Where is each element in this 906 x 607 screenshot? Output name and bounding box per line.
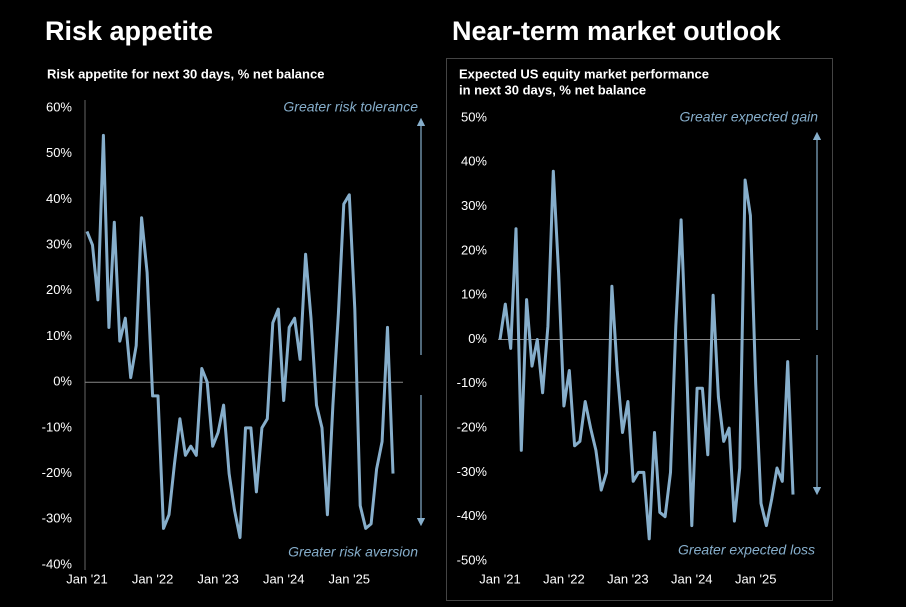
y-tick-label: 60% bbox=[46, 99, 72, 114]
y-tick-label: 50% bbox=[461, 109, 487, 124]
y-tick-label: -20% bbox=[42, 465, 73, 480]
y-tick-label: -20% bbox=[457, 420, 488, 435]
annotation: Greater expected gain bbox=[679, 109, 818, 125]
y-tick-label: -40% bbox=[42, 556, 73, 571]
y-tick-label: 0% bbox=[53, 374, 72, 389]
data-line bbox=[85, 133, 395, 540]
y-tick-label: -50% bbox=[457, 552, 488, 567]
x-tick-label: Jan '23 bbox=[607, 571, 649, 586]
y-tick-label: 30% bbox=[46, 237, 72, 252]
subtitle: Expected US equity market performance bbox=[459, 66, 709, 81]
x-tick-label: Jan '21 bbox=[479, 571, 521, 586]
x-tick-label: Jan '25 bbox=[329, 571, 371, 586]
x-tick-label: Jan '25 bbox=[735, 571, 777, 586]
y-tick-label: 40% bbox=[46, 191, 72, 206]
data-line bbox=[498, 169, 795, 541]
annotation: Greater risk aversion bbox=[288, 544, 418, 560]
y-tick-label: -30% bbox=[457, 464, 488, 479]
subtitle: in next 30 days, % net balance bbox=[459, 82, 646, 97]
y-tick-label: 20% bbox=[461, 242, 487, 257]
subtitle: Risk appetite for next 30 days, % net ba… bbox=[47, 66, 324, 81]
y-tick-label: 50% bbox=[46, 145, 72, 160]
x-tick-label: Jan '24 bbox=[263, 571, 305, 586]
annotation: Greater risk tolerance bbox=[283, 99, 418, 115]
y-tick-label: -30% bbox=[42, 511, 73, 526]
panel-title: Risk appetite bbox=[45, 16, 213, 46]
y-tick-label: -40% bbox=[457, 508, 488, 523]
y-tick-label: -10% bbox=[42, 419, 73, 434]
y-tick-label: 0% bbox=[468, 331, 487, 346]
y-tick-label: -10% bbox=[457, 375, 488, 390]
y-tick-label: 20% bbox=[46, 282, 72, 297]
x-tick-label: Jan '22 bbox=[543, 571, 585, 586]
annotation: Greater expected loss bbox=[678, 542, 815, 558]
panel-border bbox=[446, 58, 833, 601]
x-tick-label: Jan '23 bbox=[197, 571, 239, 586]
x-tick-label: Jan '21 bbox=[66, 571, 108, 586]
panel-title: Near-term market outlook bbox=[452, 16, 782, 46]
y-tick-label: 10% bbox=[46, 328, 72, 343]
x-tick-label: Jan '24 bbox=[671, 571, 713, 586]
y-tick-label: 40% bbox=[461, 154, 487, 169]
x-tick-label: Jan '22 bbox=[132, 571, 174, 586]
y-tick-label: 30% bbox=[461, 198, 487, 213]
y-tick-label: 10% bbox=[461, 287, 487, 302]
